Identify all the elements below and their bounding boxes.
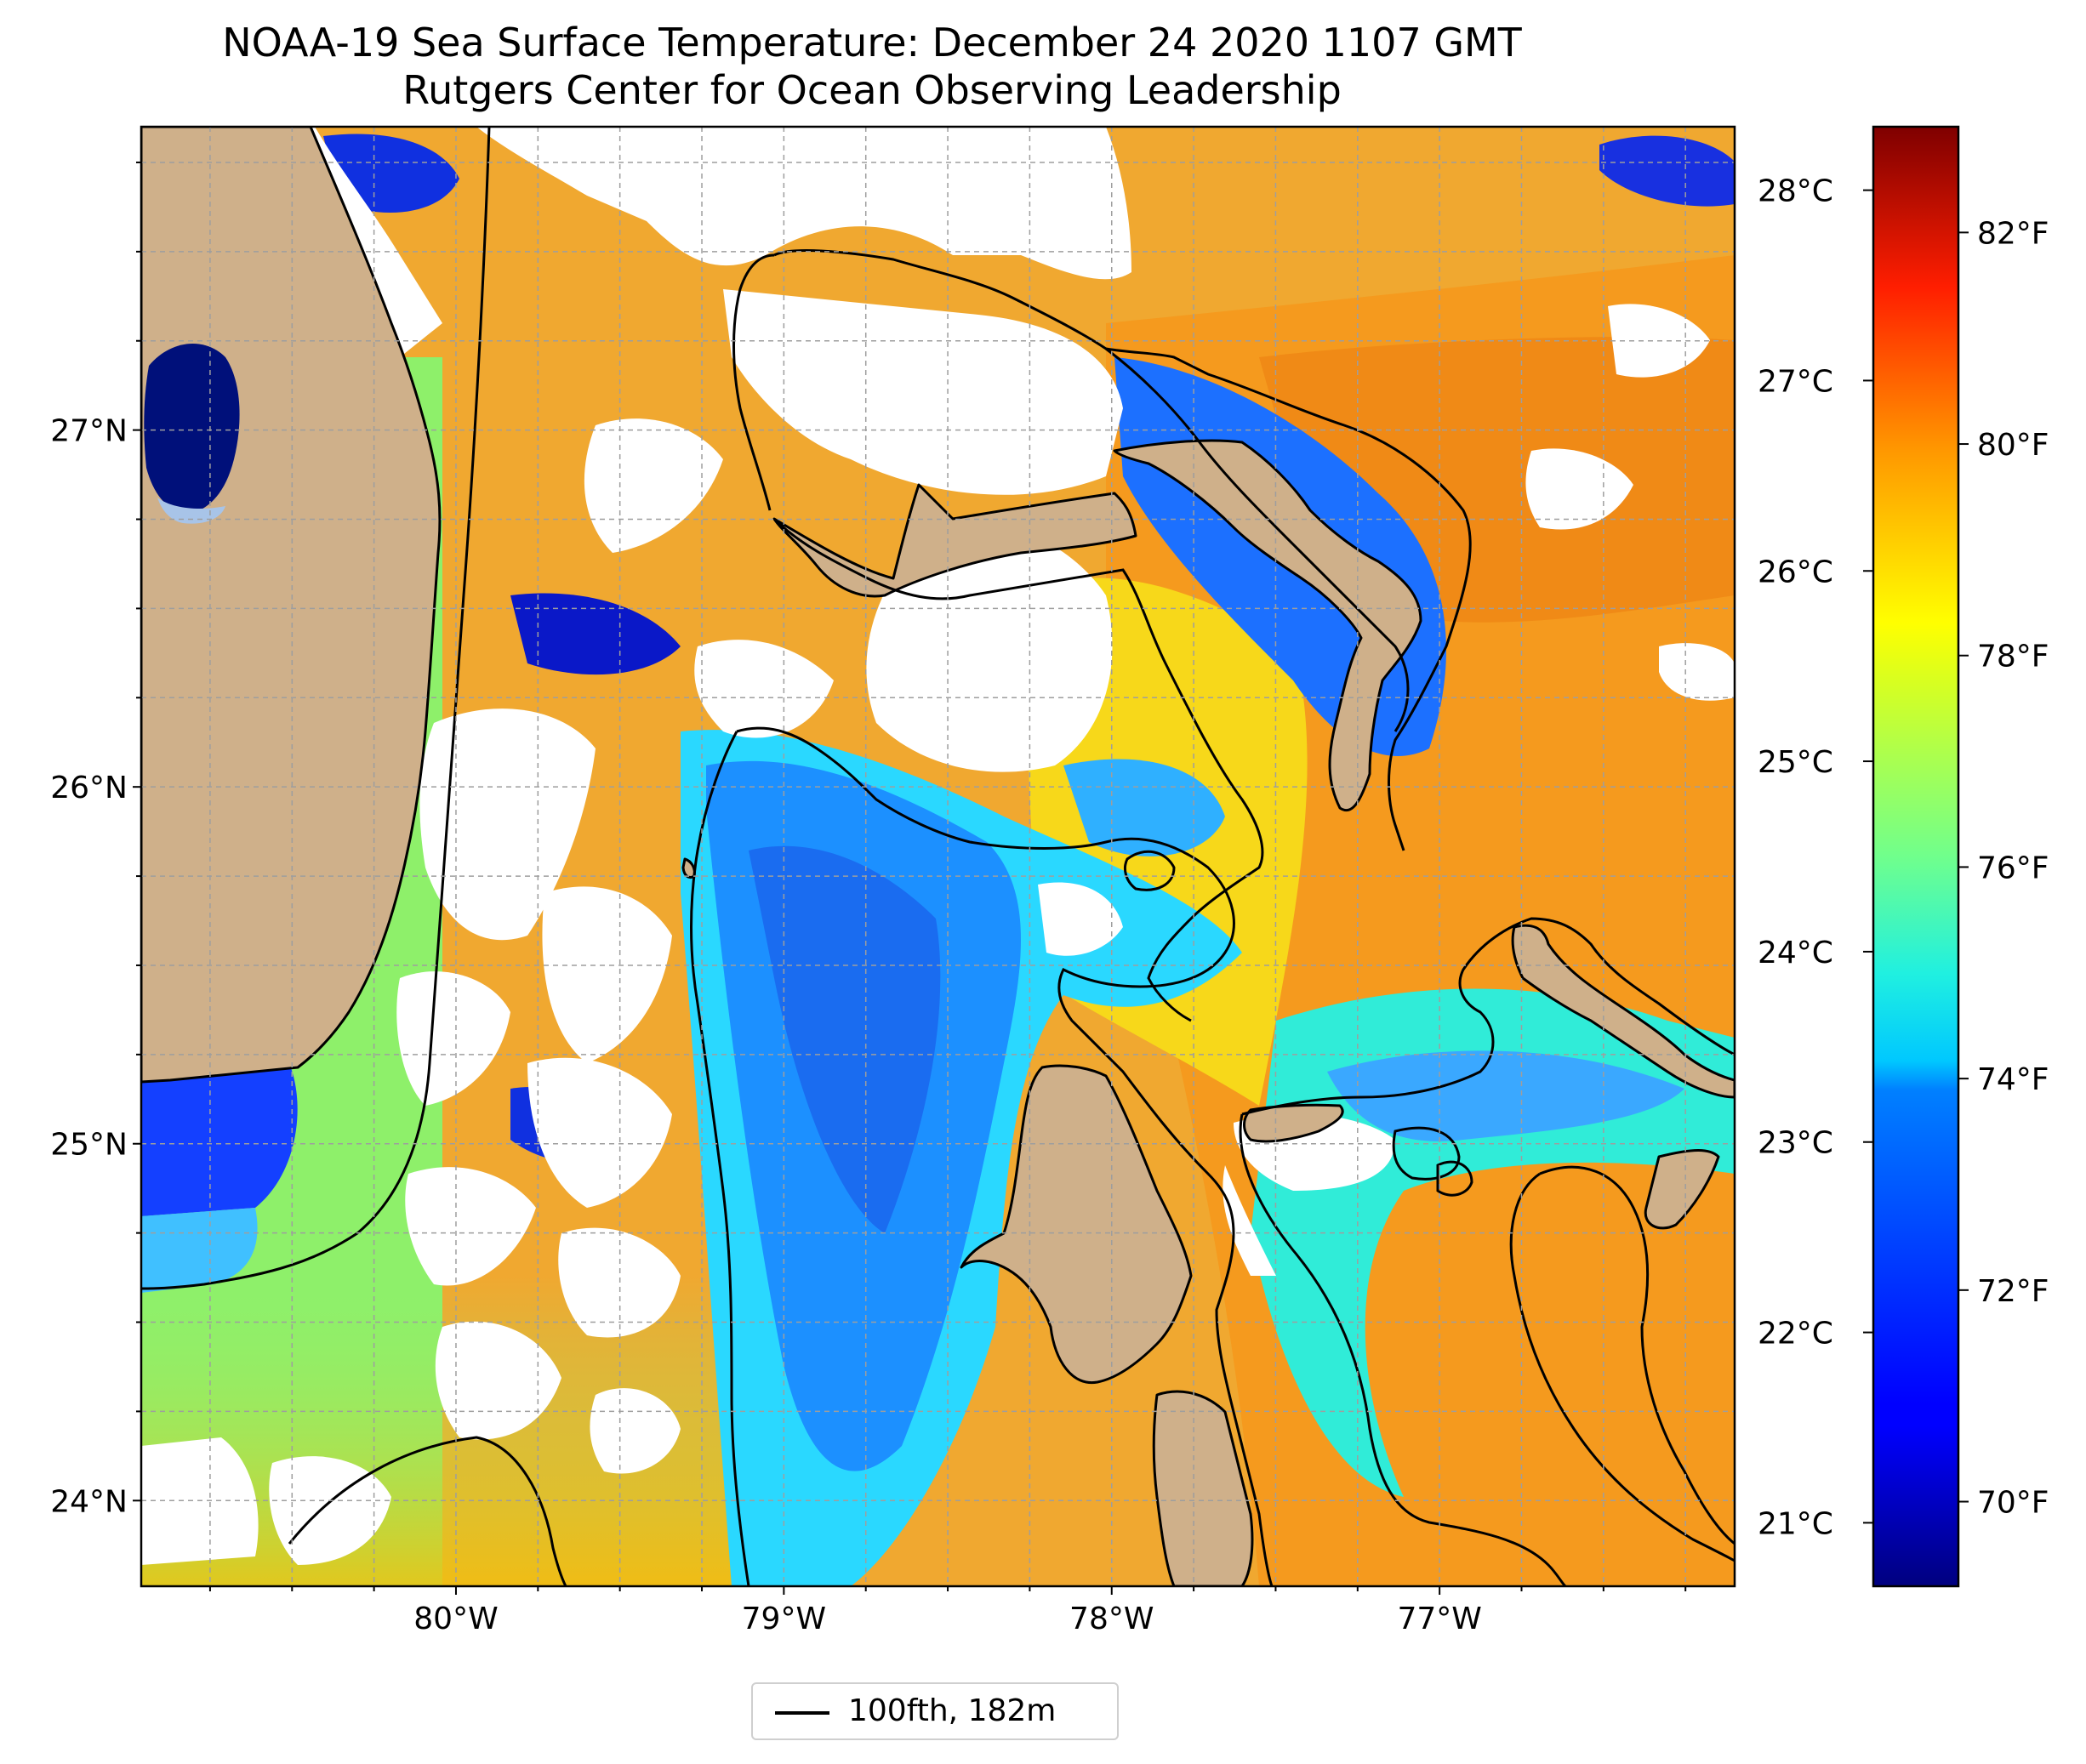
chart-title: NOAA-19 Sea Surface Temperature: Decembe… — [222, 20, 1522, 65]
celsius-tick-label: 28°C — [1758, 174, 1833, 209]
legend: 100fth, 182m — [751, 1682, 1119, 1740]
lat-tick-label: 25°N — [50, 1128, 128, 1163]
celsius-tick-label: 25°C — [1758, 745, 1833, 780]
lon-tick-label: 78°W — [1069, 1602, 1154, 1636]
celsius-tick-label: 23°C — [1758, 1126, 1833, 1161]
colorbar — [1872, 125, 1960, 1588]
lon-tick-label: 77°W — [1397, 1602, 1481, 1636]
fahrenheit-tick-label: 80°F — [1977, 428, 2049, 463]
celsius-axis: 21°C 22°C 23°C 24°C 25°C 26°C 27°C 28°C — [1758, 174, 1873, 1541]
lon-tick-label: 80°W — [413, 1602, 498, 1636]
lon-tick-label: 79°W — [742, 1602, 826, 1636]
fahrenheit-tick-label: 74°F — [1977, 1062, 2049, 1097]
fahrenheit-axis: 70°F 72°F 74°F 76°F 78°F 80°F 82°F — [1958, 216, 2049, 1521]
longitude-axis: 80°W 79°W 78°W 77°W — [208, 1586, 1687, 1636]
legend-line-swatch — [775, 1711, 829, 1715]
celsius-tick-label: 27°C — [1758, 364, 1833, 399]
celsius-tick-label: 24°C — [1758, 936, 1833, 970]
chart-subtitle: Rutgers Center for Ocean Observing Leade… — [402, 67, 1342, 113]
fahrenheit-tick-label: 70°F — [1977, 1486, 2049, 1521]
fahrenheit-tick-label: 82°F — [1977, 216, 2049, 251]
celsius-tick-label: 21°C — [1758, 1506, 1833, 1541]
fahrenheit-tick-label: 78°F — [1977, 640, 2049, 674]
lake-okeechobee — [144, 343, 240, 515]
sst-map — [141, 127, 1735, 1586]
celsius-tick-label: 22°C — [1758, 1317, 1833, 1351]
latitude-axis: 24°N 25°N 26°N 27°N — [50, 161, 141, 1519]
lat-tick-label: 24°N — [50, 1484, 128, 1519]
fahrenheit-tick-label: 76°F — [1977, 851, 2049, 885]
lat-tick-label: 26°N — [50, 771, 128, 805]
celsius-tick-label: 26°C — [1758, 555, 1833, 589]
map-frame — [140, 125, 1736, 1588]
legend-label: 100fth, 182m — [848, 1693, 1057, 1728]
fahrenheit-tick-label: 72°F — [1977, 1274, 2049, 1309]
lat-tick-label: 27°N — [50, 414, 128, 449]
